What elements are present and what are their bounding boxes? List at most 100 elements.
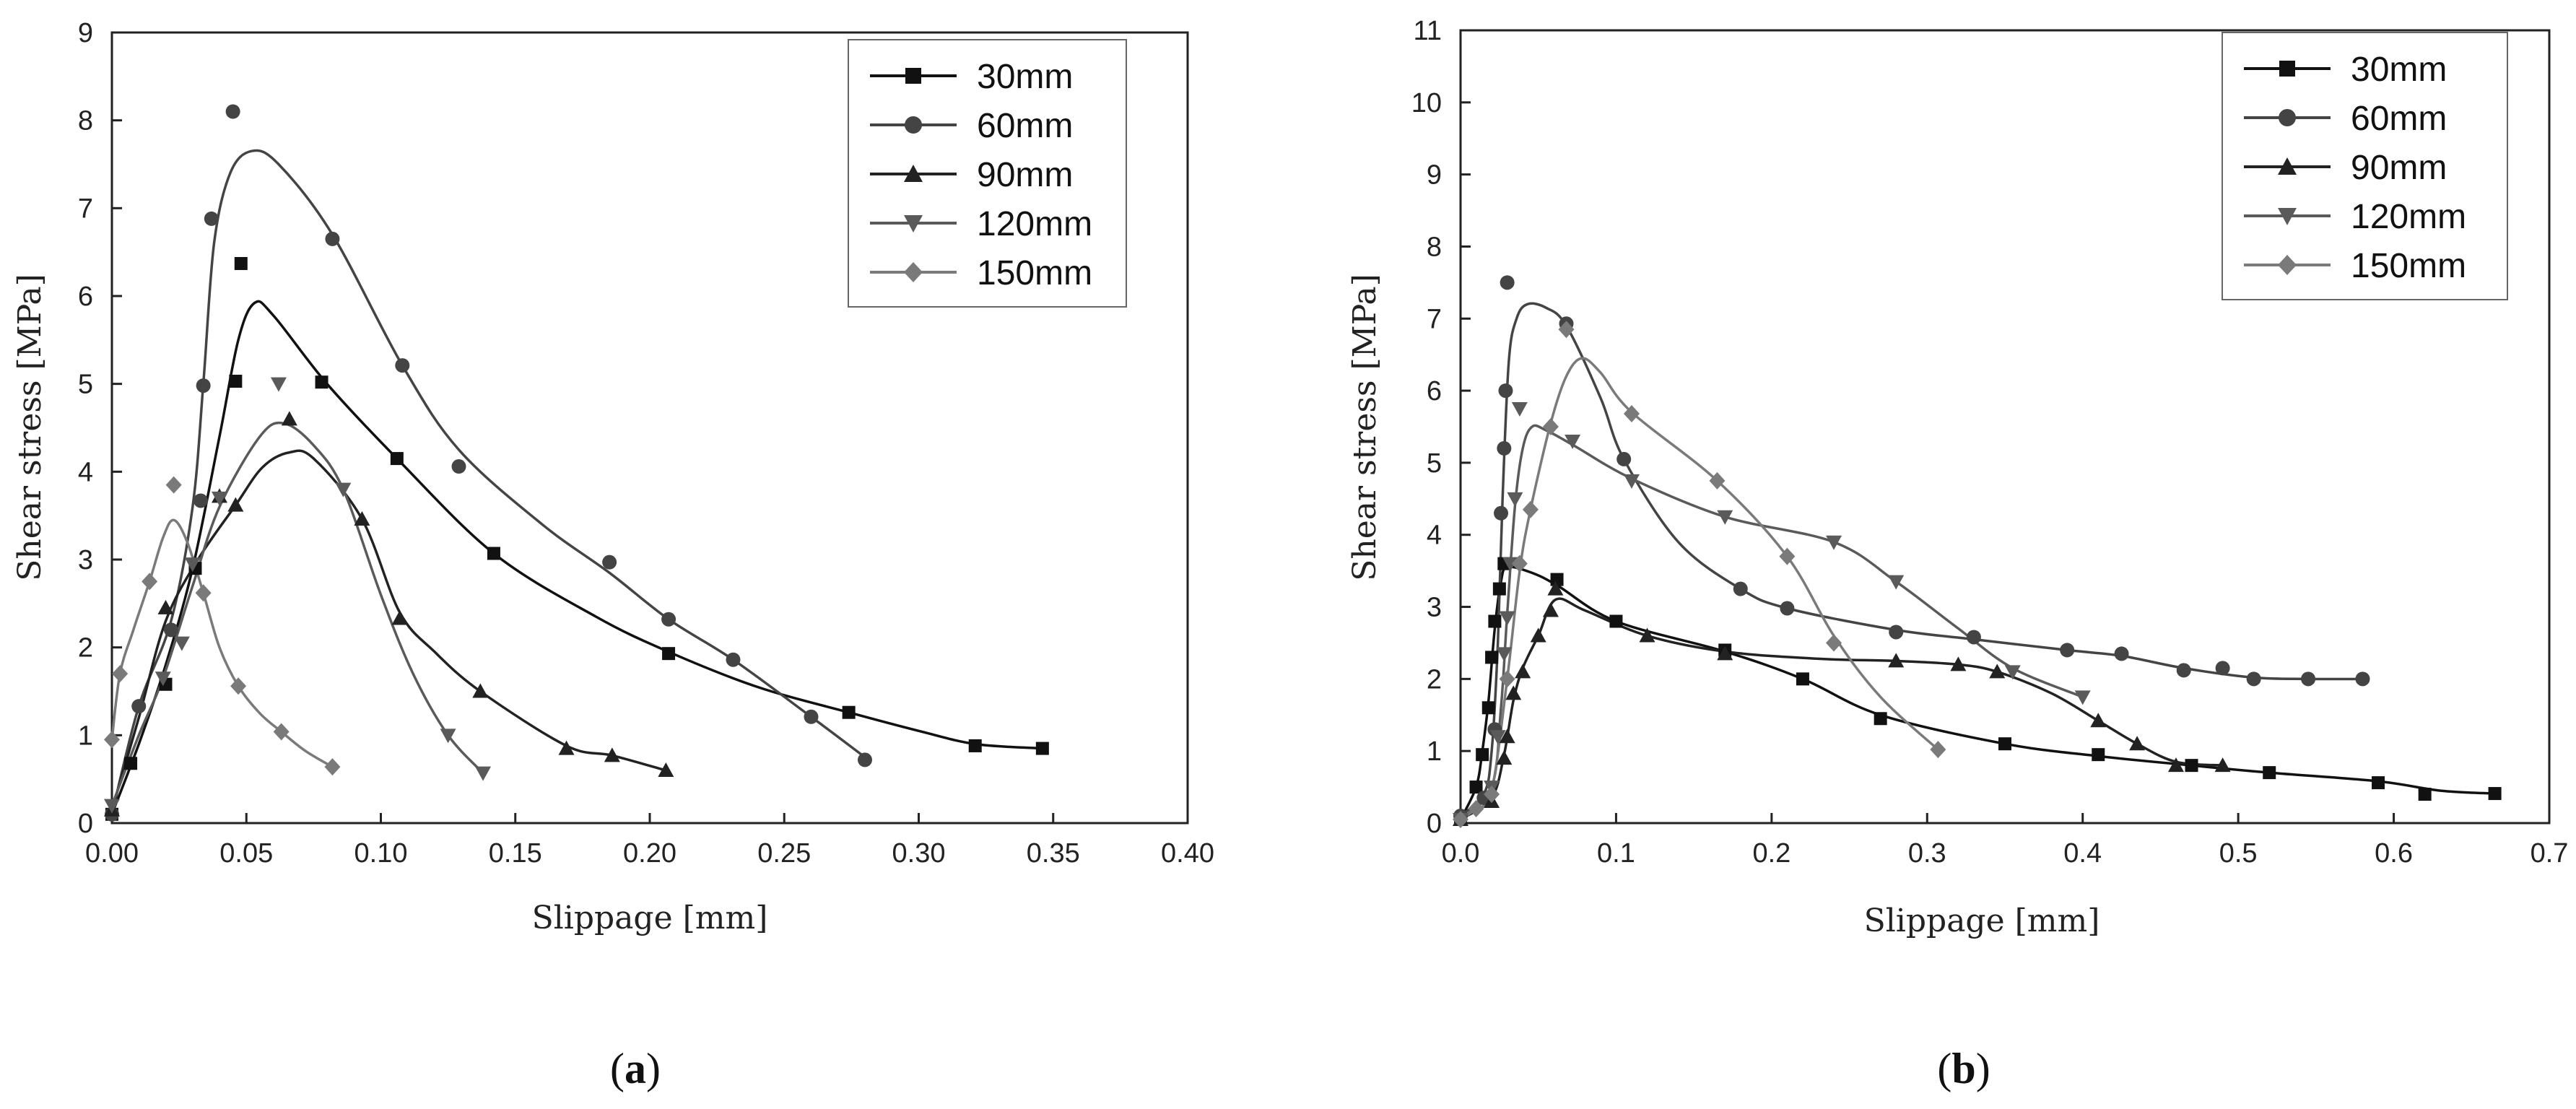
data-point-30mm (842, 705, 856, 719)
data-point-90mm (354, 511, 370, 526)
legend-marker (2278, 255, 2297, 275)
data-point-30mm (2488, 787, 2502, 801)
x-tick-label: 0.35 (1027, 838, 1080, 869)
y-tick-label: 2 (78, 633, 93, 664)
data-point-30mm (124, 757, 138, 770)
x-tick-label: 0.20 (623, 838, 676, 869)
legend-label: 120mm (977, 205, 1092, 243)
data-point-60mm (2176, 663, 2191, 678)
data-point-30mm (1998, 737, 2011, 751)
data-point-30mm (2263, 766, 2276, 780)
data-point-60mm (225, 104, 240, 119)
data-point-120mm (184, 557, 201, 573)
data-point-60mm (2060, 643, 2075, 658)
data-point-90mm (1542, 602, 1559, 617)
data-point-150mm (1558, 321, 1575, 339)
legend-item-120mm: 120mm (2244, 198, 2466, 236)
y-tick-label: 3 (1427, 593, 1442, 623)
data-point-30mm (1796, 672, 1809, 686)
data-point-120mm (155, 671, 171, 687)
data-point-90mm (1505, 685, 1522, 700)
y-tick-label: 2 (1427, 664, 1442, 695)
y-tick-label: 1 (1427, 736, 1442, 767)
data-point-150mm (1826, 634, 1842, 652)
data-point-30mm (229, 375, 243, 388)
legend-items: 30mm 60mm 90mm 120mm 150mm (2244, 51, 2466, 285)
x-axis-title: Slippage [mm] (532, 900, 768, 936)
legend-item-90mm: 90mm (2244, 149, 2447, 187)
data-point-60mm (1497, 440, 1512, 456)
y-tick-labels: 0 1 2 3 4 5 6 7 8 9 (78, 18, 93, 839)
data-point-30mm (1488, 614, 1502, 628)
data-point-120mm (1511, 402, 1528, 417)
data-point-120mm (1499, 611, 1515, 626)
x-tick-labels: 0.00 0.05 0.10 0.15 0.20 0.25 0.30 0.35 0.40 (85, 838, 1214, 869)
legend-label: 90mm (977, 156, 1073, 194)
legend-item-60mm: 60mm (2244, 100, 2447, 138)
y-axis-title: Shear stress [MPa] (12, 274, 48, 581)
data-point-90mm (1950, 656, 1967, 671)
series-line-60mm (1459, 302, 2364, 817)
series-line-150mm (1459, 357, 1940, 821)
chart-panel-a: 0.00 0.05 0.10 0.15 0.20 0.25 0.30 0.35 0.40 012… (12, 18, 1214, 1092)
data-point-90mm (1547, 580, 1564, 596)
legend-marker (904, 215, 923, 232)
data-point-150mm (112, 665, 129, 683)
data-point-150mm (1511, 554, 1528, 573)
data-point-60mm (196, 378, 211, 393)
data-point-120mm (1623, 474, 1640, 489)
data-point-120mm (1502, 557, 1518, 572)
data-point-150mm (1499, 670, 1515, 688)
plot-area-frame (1459, 29, 2551, 825)
data-point-30mm (2185, 759, 2198, 773)
x-tick-label: 0.5 (2219, 838, 2258, 869)
series-markers (104, 104, 1049, 822)
data-point-30mm (1469, 780, 1483, 794)
legend-item-60mm: 60mm (870, 107, 1073, 145)
data-point-90mm (1499, 729, 1515, 744)
data-point-90mm (604, 747, 620, 762)
data-point-120mm (1717, 510, 1733, 525)
data-point-30mm (234, 256, 248, 270)
data-point-30mm (315, 375, 328, 389)
x-tick-label: 0.1 (1597, 838, 1635, 869)
y-tick-label: 4 (78, 457, 93, 487)
data-point-60mm (1498, 383, 1513, 399)
legend-label: 90mm (2351, 149, 2447, 187)
data-point-120mm (1888, 575, 1905, 590)
data-point-150mm (1468, 800, 1484, 818)
data-point-60mm (1494, 505, 1509, 521)
data-point-60mm (804, 709, 819, 724)
data-point-60mm (726, 652, 741, 667)
data-point-30mm (1492, 582, 1506, 596)
y-tick-label: 10 (1411, 88, 1442, 118)
data-point-90mm (2167, 757, 2184, 773)
data-point-30mm (1609, 614, 1623, 628)
series-line-30mm (110, 300, 1044, 816)
grid-and-ticks (110, 31, 1189, 825)
data-point-60mm (602, 554, 617, 570)
legend-marker (905, 116, 922, 134)
data-point-90mm (1515, 664, 1531, 679)
data-point-60mm (395, 358, 410, 373)
series-curves (1459, 302, 2497, 821)
data-point-120mm (173, 636, 190, 651)
panel-caption: (b) (1937, 1045, 1990, 1092)
data-point-120mm (440, 729, 456, 744)
data-point-120mm (2004, 665, 2021, 680)
y-tick-label: 7 (1427, 304, 1442, 334)
legend-label: 30mm (977, 58, 1073, 96)
legend-item-30mm: 30mm (870, 58, 1073, 96)
legend: 30mm 60mm 90mm 120mm 150mm (2222, 32, 2508, 300)
x-tick-label: 0.30 (892, 838, 946, 869)
data-point-150mm (104, 731, 120, 749)
legend-marker (2278, 157, 2297, 175)
data-point-90mm (658, 762, 674, 777)
data-point-30mm (968, 739, 982, 752)
data-point-90mm (1496, 750, 1513, 765)
data-point-120mm (335, 482, 352, 497)
legend-marker (2279, 61, 2295, 77)
legend-item-150mm: 150mm (2244, 247, 2466, 285)
data-point-150mm (1522, 500, 1539, 518)
data-point-150mm (1779, 547, 1796, 565)
